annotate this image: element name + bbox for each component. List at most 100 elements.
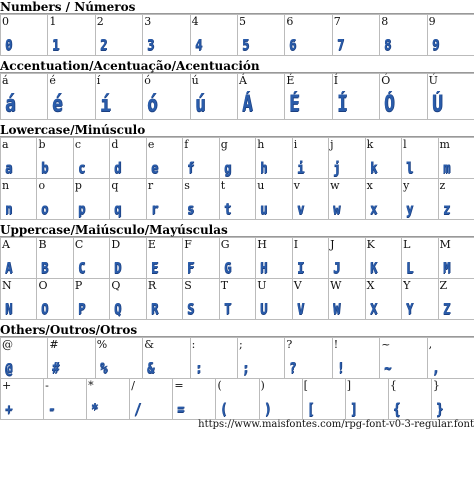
char-label: t [220,179,226,192]
char-label: { [389,379,397,392]
glyph-sample: Í [336,92,348,117]
glyph-sample: 3 [147,36,155,54]
glyph-sample: B [41,259,49,277]
char-label: Ú [428,74,438,87]
glyph-sample: P [77,300,86,318]
char-label: ó [144,74,151,87]
char-label: h [257,138,265,151]
char-label: z [439,179,446,192]
char-label: ) [260,379,265,392]
char-label: 8 [381,15,389,28]
char-label: w [330,179,340,192]
char-label: É [286,74,295,87]
char-label: 5 [239,15,246,28]
glyph-sample: A [5,259,13,277]
glyph-sample: r [150,200,159,218]
char-label: g [220,138,228,151]
glyph-cell: + + [0,378,45,420]
char-label: n [2,179,10,192]
char-label: l [403,138,407,151]
char-label: K [366,238,375,251]
glyph-sample: / [134,400,142,418]
char-label: 9 [428,15,436,28]
glyph-sample: 1 [52,36,60,54]
glyph-sample: W [333,300,341,318]
glyph-sample: ] [349,400,357,418]
glyph-sample: i [296,159,304,177]
glyph-sample: + [5,400,13,418]
char-label: } [432,379,440,392]
glyph-sample: n [5,200,13,218]
glyph-sample: X [369,300,377,318]
glyph-cell: {{ [387,378,432,420]
glyph-sample: d [114,159,122,177]
glyph-sample: s [187,200,195,218]
char-label: x [366,179,373,192]
char-label: C [74,238,84,251]
glyph-sample: N [5,300,13,318]
glyph-sample: C [77,259,86,277]
char-label: u [257,179,265,192]
char-label: i [293,138,298,151]
glyph-sample: ~ [384,359,392,377]
glyph-sample: T [223,300,231,318]
char-label: J [330,238,335,251]
char-label: A [2,238,10,251]
char-label: 7 [333,15,341,28]
glyph-sample: Y [406,300,414,318]
glyph-sample: L [406,259,414,277]
char-label: V [293,279,302,292]
glyph-cell: = = [172,378,217,420]
glyph-sample: z [442,200,450,218]
section-title: Numbers / Números [0,0,474,14]
section-title: Accentuation/Acentuação/Acentuación [0,59,474,73]
char-label: E [147,238,156,251]
glyph-sample: D [114,259,122,277]
glyph-sample: u [260,200,268,218]
char-label: c [74,138,82,151]
glyph-sample: É [289,92,300,117]
glyph-cell: }} [430,378,474,420]
glyph-sample: } [435,400,444,418]
glyph-cell: %% [94,337,144,379]
glyph-sample: x [369,200,377,218]
glyph-sample: 4 [194,36,202,54]
char-label: Á [239,74,247,87]
glyph-cell: :: [189,337,238,379]
char-label: B [38,238,47,251]
glyph-sample: á [5,92,16,117]
char-label: - [45,379,49,392]
char-label: 6 [286,15,294,28]
glyph-sample: K [369,259,377,277]
glyph-cell: ]] [344,378,389,420]
glyph-sample: v [296,200,304,218]
char-label: p [74,179,82,192]
glyph-sample: F [187,259,195,277]
char-label: S [184,279,192,292]
char-label: * [88,379,94,392]
glyph-sample: 7 [336,36,345,54]
glyph-sample: g [223,159,231,177]
glyph-sample: - [48,400,56,418]
